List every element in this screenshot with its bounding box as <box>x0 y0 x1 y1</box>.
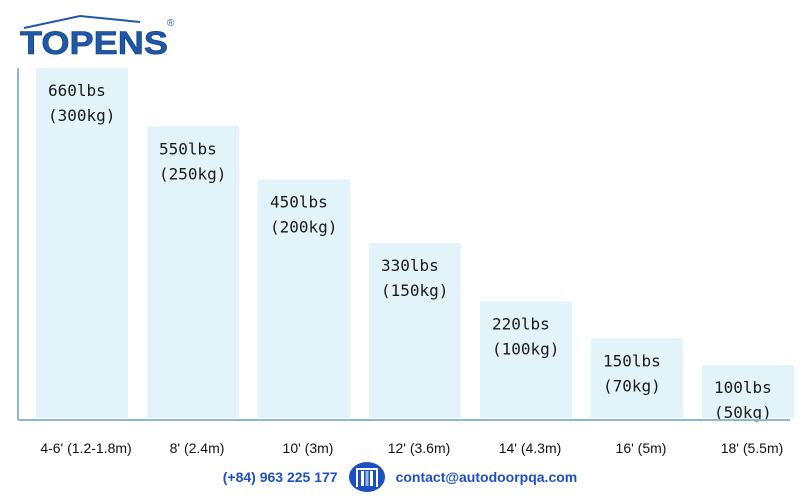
bar-5 <box>480 301 572 418</box>
bar-2-kg-label: (250kg) <box>159 164 226 183</box>
x-tick-label-3: 10' (3m) <box>283 440 334 456</box>
bar-2-lbs-label: 550lbs <box>159 139 217 158</box>
email-address[interactable]: contact@autodoorpqa.com <box>395 469 578 485</box>
bar-3 <box>258 179 350 418</box>
x-tick-label-2: 8' (2.4m) <box>170 440 225 456</box>
bar-6-lbs-label: 150lbs <box>603 351 661 370</box>
door-icon <box>348 462 385 492</box>
bar-6 <box>591 338 683 418</box>
bar-5-kg-label: (100kg) <box>492 339 559 358</box>
topens-logo: TOPENS ® <box>20 14 175 61</box>
data-labels-group: 660lbs (300kg) 550lbs (250kg) 450lbs (200kg) 3… <box>48 81 772 422</box>
bar-1-kg-label: (300kg) <box>48 106 115 125</box>
x-tick-label-1: 4-6' (1.2-1.8m) <box>40 440 131 456</box>
bar-7-kg-label: (50kg) <box>714 403 772 422</box>
trademark-symbol: ® <box>167 18 175 29</box>
bars-group <box>36 68 794 418</box>
bar-4 <box>369 243 461 418</box>
logo-wordmark: TOPENS <box>20 25 168 61</box>
bar-3-kg-label: (200kg) <box>270 217 337 236</box>
x-tick-label-6: 16' (5m) <box>616 440 667 456</box>
bar-6-kg-label: (70kg) <box>603 376 661 395</box>
bar-5-lbs-label: 220lbs <box>492 314 550 333</box>
bar-2 <box>147 126 239 418</box>
x-tick-label-7: 18' (5.5m) <box>721 440 784 456</box>
bar-7-lbs-label: 100lbs <box>714 378 772 397</box>
bar-1-lbs-label: 660lbs <box>48 81 106 100</box>
phone-number[interactable]: (+84) 963 225 177 <box>222 469 338 485</box>
x-tick-label-5: 14' (4.3m) <box>499 440 562 456</box>
x-tick-labels-group: 4-6' (1.2-1.8m) 8' (2.4m) 10' (3m) 12' (3.6… <box>40 440 783 456</box>
bar-4-lbs-label: 330lbs <box>381 256 439 275</box>
bar-1 <box>36 68 128 418</box>
bar-3-lbs-label: 450lbs <box>270 192 328 211</box>
x-tick-label-4: 12' (3.6m) <box>388 440 451 456</box>
contact-footer: (+84) 963 225 177 contact@autodoorpqa.co… <box>0 460 800 494</box>
bar-7 <box>702 364 794 418</box>
logo-roof-icon <box>23 14 141 29</box>
bar-4-kg-label: (150kg) <box>381 281 448 300</box>
